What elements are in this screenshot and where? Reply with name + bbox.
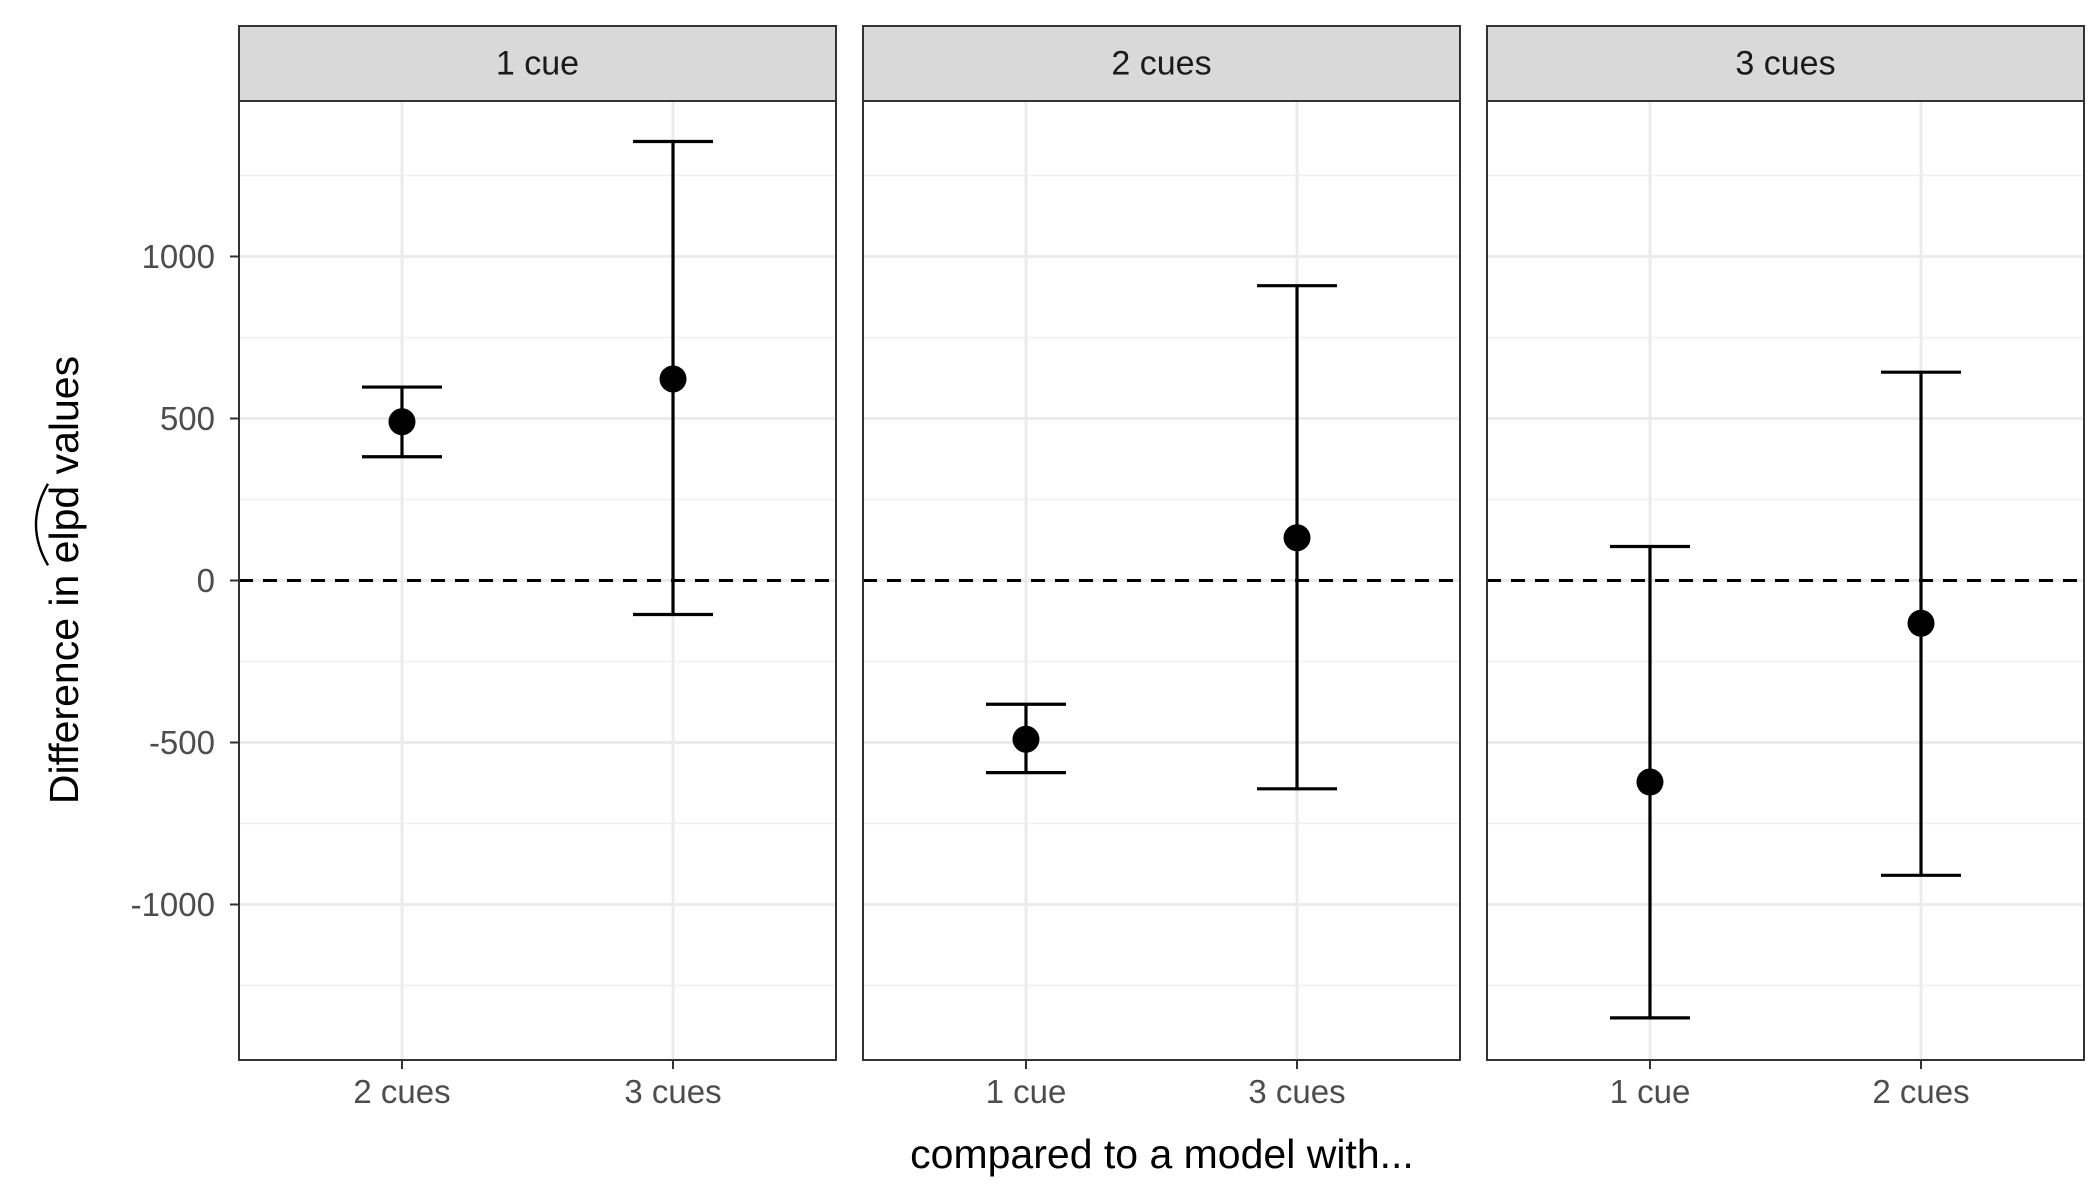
x-tick-label: 3 cues <box>624 1073 721 1110</box>
estimate-point <box>1907 609 1935 637</box>
estimate-point <box>1012 725 1040 753</box>
y-axis-title-hat-word: elpd <box>41 486 87 564</box>
estimate-point <box>1636 768 1664 796</box>
facet-panel: 1 cue 3 cues 2 cues <box>862 25 1461 1110</box>
x-tick-label: 3 cues <box>1248 1073 1345 1110</box>
facet-strip-label: 2 cues <box>1111 45 1211 83</box>
y-tick-label: -1000 <box>131 886 215 923</box>
facet-strip <box>1486 25 2085 102</box>
x-tick-label: 1 cue <box>1610 1073 1691 1110</box>
facet-strip-label: 3 cues <box>1735 45 1835 83</box>
y-axis-title-part: values <box>41 356 87 486</box>
facet-panel: 2 cues 3 cues 1 cue <box>238 25 837 1110</box>
y-axis-tick-labels: 1000 500 0 -500 -1000 <box>131 238 239 923</box>
y-tick-label: 1000 <box>142 238 215 275</box>
y-tick-label: -500 <box>149 724 215 761</box>
facet-strip <box>862 25 1461 102</box>
estimate-point <box>388 408 416 436</box>
y-axis-title-text: Difference in elpd values <box>41 356 87 804</box>
y-tick-label: 0 <box>197 562 215 599</box>
x-tick-label: 1 cue <box>986 1073 1067 1110</box>
x-axis-title: compared to a model with... <box>910 1131 1414 1177</box>
y-axis-title: Difference in elpd values <box>34 356 87 804</box>
facet-strip <box>238 25 837 102</box>
x-tick-label: 2 cues <box>353 1073 450 1110</box>
y-axis-title-part: Difference in <box>41 563 87 804</box>
y-tick-label: 500 <box>160 400 215 437</box>
facet-panel: 1 cue 2 cues 3 cues <box>1486 25 2085 1110</box>
x-tick-label: 2 cues <box>1872 1073 1969 1110</box>
estimate-point <box>1283 524 1311 552</box>
estimate-point <box>659 365 687 393</box>
facet-strip-label: 1 cue <box>496 45 579 83</box>
hat-accent <box>34 483 50 566</box>
